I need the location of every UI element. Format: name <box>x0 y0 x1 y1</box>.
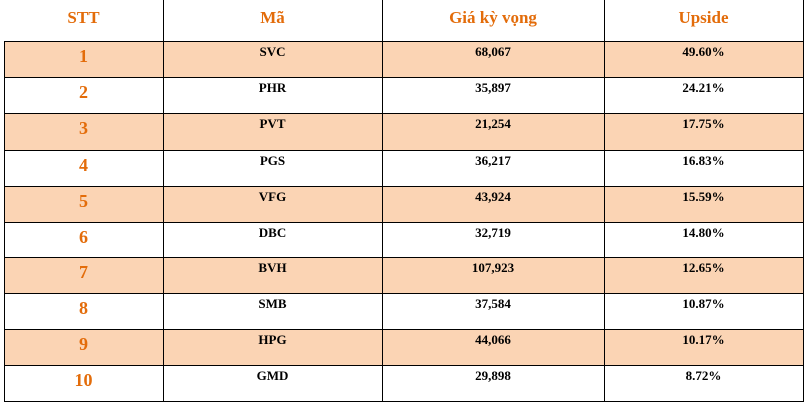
col-border <box>382 0 383 401</box>
table-cell: 21,254 <box>475 116 511 131</box>
row-shade <box>4 186 803 222</box>
table-cell: PVT <box>259 116 286 131</box>
table-cell: 24.21% <box>682 80 725 95</box>
row-border <box>4 257 804 258</box>
row-border <box>4 401 804 402</box>
header-cell: Upside <box>678 8 729 27</box>
col-border <box>4 41 5 401</box>
table-cell: 43,924 <box>475 189 511 204</box>
row-number: 3 <box>79 118 88 138</box>
table-cell: 10.87% <box>682 296 725 311</box>
row-number: 8 <box>79 298 88 318</box>
header-cell: STT <box>67 8 100 27</box>
col-border <box>803 0 804 401</box>
table-cell: 15.59% <box>682 189 725 204</box>
row-border <box>4 365 804 366</box>
table-cell: 37,584 <box>475 296 511 311</box>
row-border <box>4 222 804 223</box>
row-border <box>4 77 804 78</box>
row-number: 7 <box>79 262 88 282</box>
table-cell: SMB <box>258 296 287 311</box>
header-cell: Mã <box>260 8 285 27</box>
table-cell: 17.75% <box>682 116 725 131</box>
col-border <box>163 0 164 401</box>
table-cell: GMD <box>256 368 289 383</box>
table-cell: PHR <box>258 80 287 95</box>
row-number: 4 <box>79 155 88 175</box>
table-cell: DBC <box>258 225 287 240</box>
row-border <box>4 150 804 151</box>
table-cell: 10.17% <box>682 332 725 347</box>
row-number: 2 <box>79 82 88 102</box>
table-cell: 44,066 <box>475 332 511 347</box>
row-number: 5 <box>79 191 88 211</box>
table-cell: 32,719 <box>475 225 511 240</box>
table-cell: 36,217 <box>475 153 511 168</box>
col-border <box>604 0 605 401</box>
table-cell: VFG <box>258 189 287 204</box>
row-number: 6 <box>79 227 88 247</box>
table-cell: 107,923 <box>471 260 515 275</box>
row-number: 9 <box>79 334 88 354</box>
table-cell: 8.72% <box>685 368 722 383</box>
table-cell: HPG <box>258 332 287 347</box>
table-cell: BVH <box>258 260 287 275</box>
row-number: 1 <box>79 46 88 66</box>
row-border <box>4 113 804 114</box>
row-border <box>4 186 804 187</box>
row-shade <box>4 113 803 150</box>
row-border <box>4 329 804 330</box>
row-number: 10 <box>74 370 93 390</box>
table-cell: 68,067 <box>475 44 511 59</box>
row-shade <box>4 257 803 293</box>
table-cell: 14.80% <box>682 225 725 240</box>
table-cell: 49.60% <box>682 44 725 59</box>
table-cell: PGS <box>259 153 286 168</box>
table-cell: 29,898 <box>475 368 511 383</box>
row-shade <box>4 41 803 77</box>
table-cell: 12.65% <box>682 260 725 275</box>
row-border <box>4 293 804 294</box>
table-cell: SVC <box>259 44 286 59</box>
header-cell: Giá kỳ vọng <box>449 8 537 27</box>
table-cell: 16.83% <box>682 153 725 168</box>
row-shade <box>4 329 803 365</box>
table-cell: 35,897 <box>475 80 511 95</box>
row-border <box>4 41 804 42</box>
